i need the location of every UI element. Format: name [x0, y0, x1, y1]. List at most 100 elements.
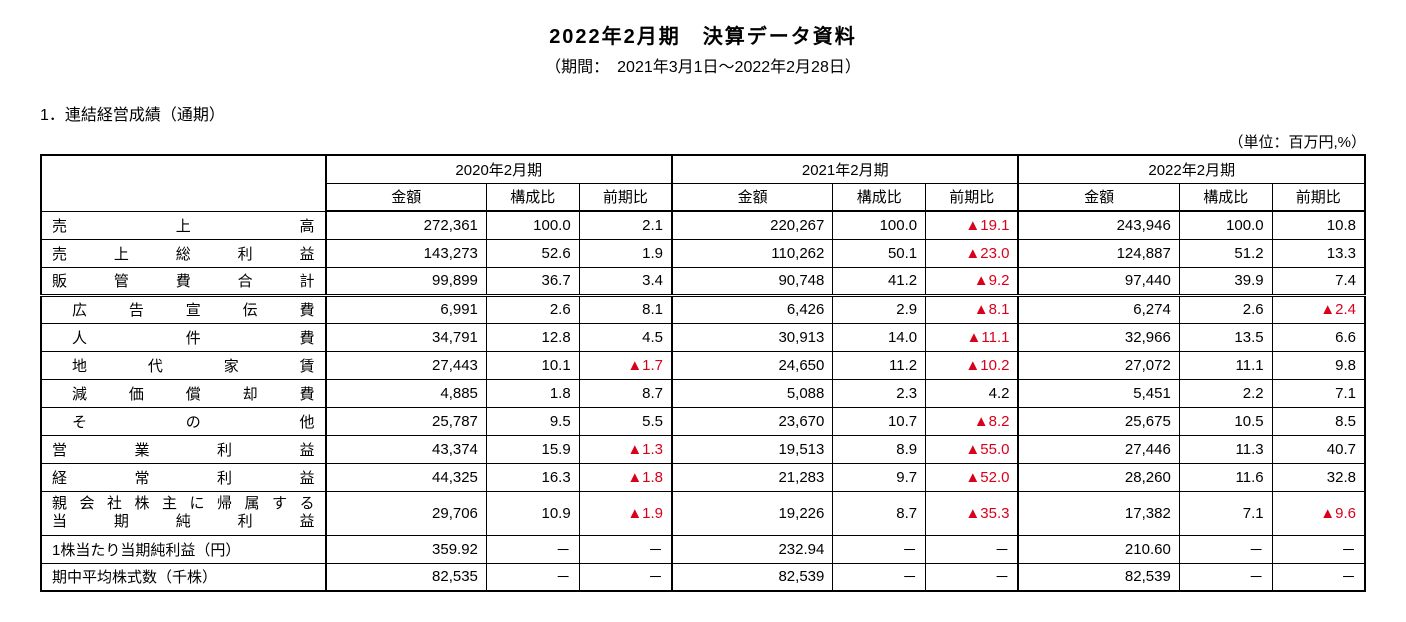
- yoy-cell: －: [926, 563, 1019, 591]
- table-row: その他25,7879.55.523,67010.7▲8.225,67510.58…: [41, 407, 1365, 435]
- amount-cell: 359.92: [326, 535, 487, 563]
- yoy-cell: ▲9.6: [1272, 491, 1365, 535]
- sub-header: 金額: [672, 183, 833, 211]
- sub-header: 構成比: [486, 183, 579, 211]
- amount-cell: 6,991: [326, 295, 487, 323]
- ratio-cell: 1.8: [486, 379, 579, 407]
- table-row: 売上総利益143,27352.61.9110,26250.1▲23.0124,8…: [41, 239, 1365, 267]
- ratio-cell: 39.9: [1179, 267, 1272, 295]
- ratio-cell: －: [486, 535, 579, 563]
- ratio-cell: 100.0: [486, 211, 579, 239]
- amount-cell: 210.60: [1018, 535, 1179, 563]
- table-row: 売上高272,361100.02.1220,267100.0▲19.1243,9…: [41, 211, 1365, 239]
- row-label: 人件費: [41, 323, 326, 351]
- yoy-cell: ▲23.0: [926, 239, 1019, 267]
- yoy-cell: ▲19.1: [926, 211, 1019, 239]
- ratio-cell: 15.9: [486, 435, 579, 463]
- ratio-cell: 9.7: [833, 463, 926, 491]
- yoy-cell: ▲1.8: [579, 463, 672, 491]
- ratio-cell: 2.3: [833, 379, 926, 407]
- ratio-cell: 10.5: [1179, 407, 1272, 435]
- ratio-cell: －: [833, 535, 926, 563]
- amount-cell: 32,966: [1018, 323, 1179, 351]
- ratio-cell: 2.2: [1179, 379, 1272, 407]
- row-label: 販管費合計: [41, 267, 326, 295]
- sub-header: 構成比: [833, 183, 926, 211]
- amount-cell: 97,440: [1018, 267, 1179, 295]
- ratio-cell: 16.3: [486, 463, 579, 491]
- amount-cell: 23,670: [672, 407, 833, 435]
- amount-cell: 124,887: [1018, 239, 1179, 267]
- row-label: 売上高: [41, 211, 326, 239]
- ratio-cell: 11.6: [1179, 463, 1272, 491]
- ratio-cell: 51.2: [1179, 239, 1272, 267]
- table-row: 人件費34,79112.84.530,91314.0▲11.132,96613.…: [41, 323, 1365, 351]
- table-row: 親会社株主に帰属する当期純利益29,70610.9▲1.919,2268.7▲3…: [41, 491, 1365, 535]
- row-label: 広告宣伝費: [41, 295, 326, 323]
- row-label: 減価償却費: [41, 379, 326, 407]
- yoy-cell: ▲8.1: [926, 295, 1019, 323]
- yoy-cell: ▲11.1: [926, 323, 1019, 351]
- yoy-cell: 32.8: [1272, 463, 1365, 491]
- sub-header: 構成比: [1179, 183, 1272, 211]
- ratio-cell: 9.5: [486, 407, 579, 435]
- amount-cell: 6,274: [1018, 295, 1179, 323]
- amount-cell: 232.94: [672, 535, 833, 563]
- document-subtitle: （期間： 2021年3月1日～2022年2月28日）: [40, 53, 1366, 77]
- table-row: 経常利益44,32516.3▲1.821,2839.7▲52.028,26011…: [41, 463, 1365, 491]
- ratio-cell: 7.1: [1179, 491, 1272, 535]
- amount-cell: 34,791: [326, 323, 487, 351]
- yoy-cell: ▲1.7: [579, 351, 672, 379]
- amount-cell: 143,273: [326, 239, 487, 267]
- amount-cell: 27,072: [1018, 351, 1179, 379]
- amount-cell: 19,226: [672, 491, 833, 535]
- amount-cell: 27,446: [1018, 435, 1179, 463]
- amount-cell: 243,946: [1018, 211, 1179, 239]
- table-row: 減価償却費4,8851.88.75,0882.34.25,4512.27.1: [41, 379, 1365, 407]
- ratio-cell: －: [1179, 563, 1272, 591]
- period-header-row: 2020年2月期 2021年2月期 2022年2月期: [41, 155, 1365, 183]
- ratio-cell: 11.3: [1179, 435, 1272, 463]
- ratio-cell: 8.9: [833, 435, 926, 463]
- sub-header: 金額: [326, 183, 487, 211]
- yoy-cell: 8.5: [1272, 407, 1365, 435]
- amount-cell: 90,748: [672, 267, 833, 295]
- period-header: 2021年2月期: [672, 155, 1018, 183]
- unit-label: （単位：百万円,%）: [40, 131, 1366, 152]
- amount-cell: 25,675: [1018, 407, 1179, 435]
- amount-cell: 43,374: [326, 435, 487, 463]
- table-row: 地代家賃27,44310.1▲1.724,65011.2▲10.227,0721…: [41, 351, 1365, 379]
- yoy-cell: －: [926, 535, 1019, 563]
- ratio-cell: 11.1: [1179, 351, 1272, 379]
- yoy-cell: 7.4: [1272, 267, 1365, 295]
- sub-header: 前期比: [579, 183, 672, 211]
- amount-cell: 99,899: [326, 267, 487, 295]
- yoy-cell: 3.4: [579, 267, 672, 295]
- yoy-cell: 4.5: [579, 323, 672, 351]
- yoy-cell: 8.1: [579, 295, 672, 323]
- amount-cell: 272,361: [326, 211, 487, 239]
- yoy-cell: 4.2: [926, 379, 1019, 407]
- yoy-cell: 13.3: [1272, 239, 1365, 267]
- yoy-cell: －: [1272, 563, 1365, 591]
- amount-cell: 44,325: [326, 463, 487, 491]
- blank-header: [41, 155, 326, 211]
- row-label: 地代家賃: [41, 351, 326, 379]
- ratio-cell: 10.1: [486, 351, 579, 379]
- section-title: 1．連結経営成績（通期）: [40, 101, 1366, 125]
- ratio-cell: 13.5: [1179, 323, 1272, 351]
- ratio-cell: 100.0: [833, 211, 926, 239]
- ratio-cell: 14.0: [833, 323, 926, 351]
- ratio-cell: 10.7: [833, 407, 926, 435]
- yoy-cell: ▲35.3: [926, 491, 1019, 535]
- ratio-cell: 10.9: [486, 491, 579, 535]
- row-label: 1株当たり当期純利益（円）: [41, 535, 326, 563]
- table-row: 販管費合計99,89936.73.490,74841.2▲9.297,44039…: [41, 267, 1365, 295]
- yoy-cell: ▲2.4: [1272, 295, 1365, 323]
- ratio-cell: 11.2: [833, 351, 926, 379]
- table-row: 広告宣伝費6,9912.68.16,4262.9▲8.16,2742.6▲2.4: [41, 295, 1365, 323]
- amount-cell: 27,443: [326, 351, 487, 379]
- table-row: 営業利益43,37415.9▲1.319,5138.9▲55.027,44611…: [41, 435, 1365, 463]
- yoy-cell: 8.7: [579, 379, 672, 407]
- yoy-cell: －: [579, 563, 672, 591]
